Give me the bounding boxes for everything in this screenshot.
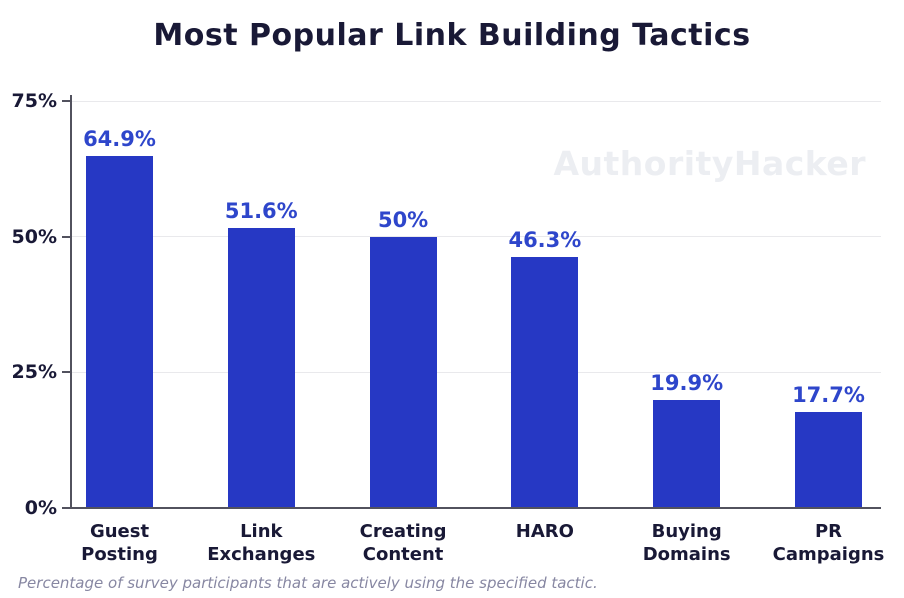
y-axis-line xyxy=(70,95,72,508)
x-label-line: PR xyxy=(814,521,843,542)
bar-value-guest-posting: 64.9% xyxy=(83,126,156,151)
bar-buying-domains xyxy=(653,400,721,508)
x-label-creating-content: Creating Content xyxy=(328,520,478,566)
bar-value-buying-domains: 19.9% xyxy=(650,371,724,395)
bar-value-creating-content: 50% xyxy=(377,207,429,232)
x-axis-line xyxy=(62,507,881,509)
x-label-guest-posting: Guest Posting xyxy=(45,520,195,566)
gridline-50% xyxy=(62,236,881,238)
x-label-line: Creating xyxy=(359,521,447,542)
bar-value-link-exchanges: 51.6% xyxy=(224,198,298,223)
x-label-line: Posting xyxy=(81,544,158,565)
gridline-25% xyxy=(62,371,881,373)
footnote: Percentage of survey participants that a… xyxy=(18,574,598,592)
x-label-line: HARO xyxy=(515,521,574,542)
x-label-pr-campaigns: PR Campaigns xyxy=(754,520,904,566)
x-label-buying-domains: Buying Domains xyxy=(612,520,762,566)
bar-value-pr-campaigns: 17.7% xyxy=(792,382,865,407)
y-tick-25% xyxy=(62,371,72,374)
bar-haro xyxy=(511,256,579,508)
bar-creating-content xyxy=(369,236,437,508)
y-tick-75% xyxy=(62,100,72,102)
x-label-line: Exchanges xyxy=(207,544,316,565)
gridline-75% xyxy=(62,100,881,102)
x-label-line: Domains xyxy=(642,544,731,565)
y-tick-label-0%: 0% xyxy=(24,497,57,519)
y-tick-label-75%: 75% xyxy=(11,90,57,112)
x-label-line: Buying xyxy=(651,521,722,542)
y-tick-label-50%: 50% xyxy=(11,225,57,248)
x-label-haro: HARO xyxy=(470,520,620,543)
chart-title: Most Popular Link Building Tactics xyxy=(153,18,751,53)
x-label-link-exchanges: Link Exchanges xyxy=(186,520,336,566)
y-tick-label-25%: 25% xyxy=(11,361,57,384)
bar-guest-posting xyxy=(86,155,153,508)
x-label-line: Guest xyxy=(89,521,150,542)
x-label-line: Content xyxy=(362,544,444,565)
bar-pr-campaigns xyxy=(795,411,862,508)
x-label-line: Campaigns xyxy=(772,544,885,565)
y-tick-50% xyxy=(62,235,72,238)
x-label-line: Link xyxy=(240,521,283,542)
bar-value-haro: 46.3% xyxy=(508,227,582,252)
watermark-authorityhacker: AuthorityHacker xyxy=(553,144,866,183)
bar-link-exchanges xyxy=(227,227,295,508)
